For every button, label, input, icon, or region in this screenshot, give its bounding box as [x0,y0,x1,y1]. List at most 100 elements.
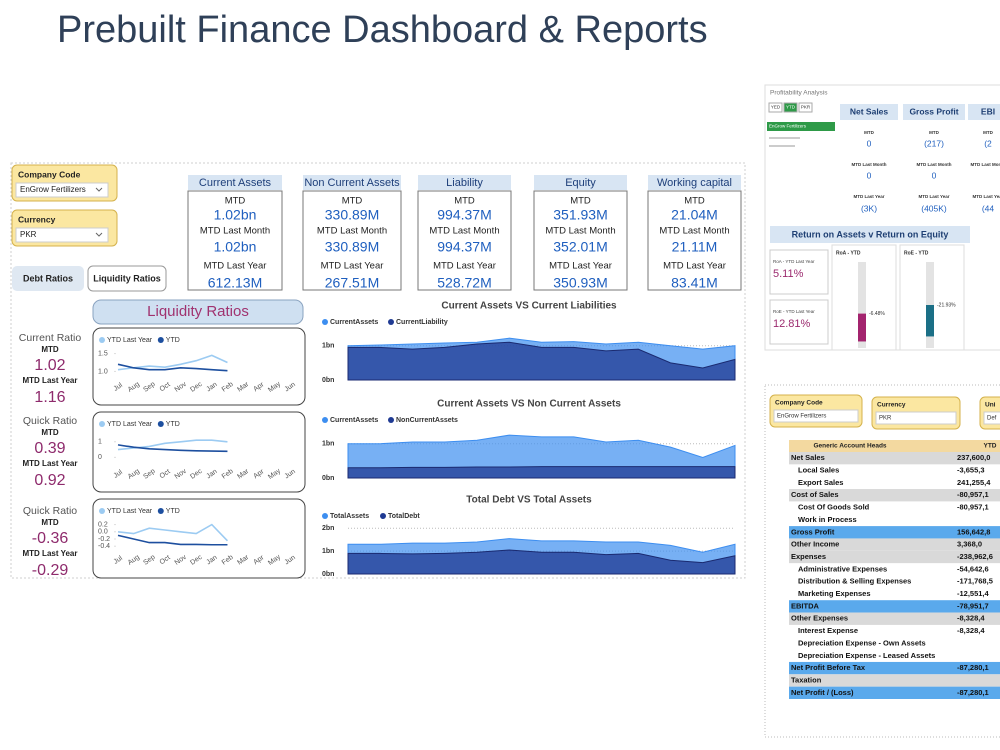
series-line [117,534,228,546]
card-title: Equity [565,177,596,189]
cell-value: (217) [924,138,944,148]
dropdown[interactable] [875,411,957,425]
card-title: Liability [446,177,483,189]
cell-value: 0 [932,170,937,180]
row-label: Taxation [791,675,822,684]
card-row-value: 352.01M [553,239,607,255]
row-label: Marketing Expenses [798,589,871,598]
card-row-value: 1.02bn [214,239,257,255]
row-value: -54,642,6 [957,564,989,573]
y-tick-label: 0bn [322,571,334,578]
chart-title: Current Assets VS Current Liabilities [441,301,617,312]
area [347,341,736,381]
row-label: MTD Last Month [971,162,1000,167]
card-header [534,175,627,190]
y-tick-label: 2bn [322,525,334,532]
legend-label: YTD Last Year [107,508,153,515]
row-label: MTD Last Month [917,162,952,167]
tab[interactable] [12,266,84,291]
ratio-value: 0.39 [34,440,65,457]
card-row-label: MTD [342,196,363,207]
ratio-label: MTD [41,428,59,437]
series-line [117,444,228,453]
legend-label: TotalDebt [388,513,420,520]
row-label: Depreciation Expense - Own Assets [798,638,926,647]
card-header [303,175,401,190]
page-title: Prebuilt Finance Dashboard & Reports [57,9,708,51]
legend-label: YTD [166,337,180,344]
dropdown-value: EnGrow Fertilizers [777,414,826,420]
y-tick-label: 0bn [322,377,334,384]
ratio-label: MTD [41,345,59,354]
row-value: -12,551,4 [957,589,990,598]
card-row-label: MTD Last Month [659,226,729,237]
dropdown[interactable] [15,227,109,243]
series-line [117,363,228,372]
legend-label: CurrentAssets [330,319,378,326]
dropdown[interactable] [983,411,1000,425]
card-row-label: MTD Last Year [321,261,384,272]
tab[interactable] [87,265,167,292]
ratio-name: Quick Ratio [23,505,77,517]
ratio-value: 1.02 [34,357,65,374]
dropdown-value: EnGrow Fertilizers [20,185,86,194]
row-label: Export Sales [798,478,843,487]
row-label: Other Income [791,540,839,549]
panel-title: Profitability Analysis [770,90,828,97]
card-header [648,175,741,190]
returns-title: Return on Assets v Return on Equity [792,229,949,239]
ratio-label: MTD Last Year [23,459,78,468]
dropdown[interactable] [15,182,109,198]
row-bg [789,550,1000,564]
row-value: -3,655,3 [957,466,985,475]
filter-label: Company Code [775,400,823,407]
kpi-box [769,249,829,295]
y-tick-label: 1.0 [98,368,108,375]
column-header: Generic Account Heads [813,443,886,450]
row-label: EBITDA [791,601,820,610]
row-label: MTD Last Year [919,194,950,199]
company-item[interactable] [767,122,835,131]
ratio-name: Current Ratio [19,332,82,344]
legend-dot [380,513,386,519]
section-title-box [92,299,304,325]
y-tick-label: 1bn [322,548,334,555]
row-label: Expenses [791,552,826,561]
gauge-bar [858,313,866,342]
row-value: -8,328,4 [957,626,985,635]
y-tick-label: -0.2 [98,536,110,543]
dropdown[interactable] [773,409,859,423]
legend-dot [99,337,105,343]
card-row-value: 267.51M [325,275,379,291]
row-label: MTD Last Month [852,162,887,167]
toggle[interactable] [783,102,798,113]
legend-dot [322,513,328,519]
card-body [302,190,402,291]
y-tick-label: 1.5 [98,350,108,357]
series-line [117,523,229,542]
card-row-value: 330.89M [325,207,379,223]
row-value: -80,957,1 [957,490,989,499]
card-row-value: 351.93M [553,207,607,223]
company-name: EnGrow Fertilizers [769,124,807,129]
card-row-value: 83.41M [671,275,718,291]
row-bg [789,452,1000,465]
card-row-value: 21.11M [672,239,718,255]
card-body [647,190,742,291]
row-label: Cost of Sales [791,490,839,499]
chart-box [92,327,306,406]
ratio-label: MTD Last Year [23,549,78,558]
row-value: -171,768,5 [957,577,993,586]
card-row-label: MTD Last Year [663,261,726,272]
row-label: Distribution & Selling Expenses [798,577,911,586]
card-title: Non Current Assets [304,177,400,189]
ratio-value: -0.29 [32,562,69,579]
column-header [968,104,1000,120]
toggle[interactable] [798,102,813,113]
legend-label: TotalAssets [330,513,369,520]
legend-dot [322,417,328,423]
toggle[interactable] [768,102,783,113]
legend-label: CurrentLiability [396,319,448,326]
